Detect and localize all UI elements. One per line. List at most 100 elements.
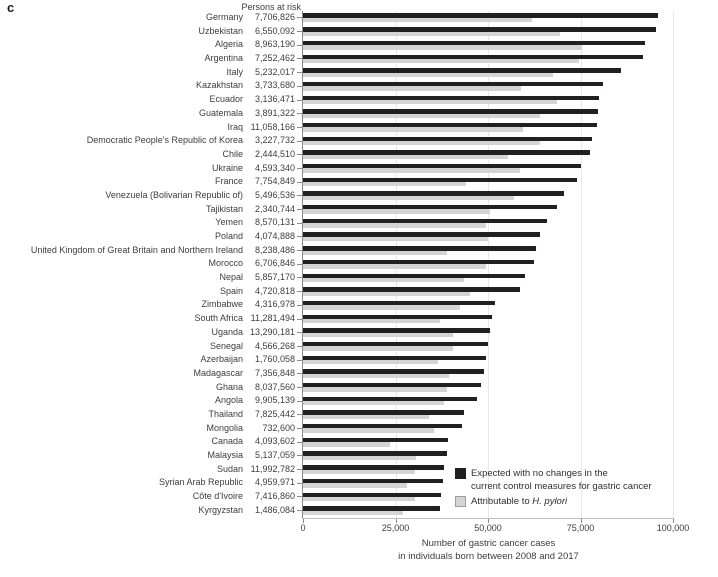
bar-group [303,38,718,52]
persons-at-risk-value: 6,706,846 [254,258,295,269]
y-axis-tick [295,148,303,162]
country-label: Azerbaijan [200,354,243,365]
bar-expected [303,177,577,183]
bar-group [303,230,718,244]
x-axis-label-line2: in individuals born between 2008 and 201… [398,551,579,562]
country-label: Chile [222,148,243,159]
persons-at-risk-value: 8,570,131 [254,217,295,228]
bar-expected [303,205,557,210]
gridline [488,11,489,518]
bar-expected [303,273,525,278]
persons-at-risk-value: 8,963,190 [254,39,295,50]
y-axis-tick [295,381,303,395]
y-axis-tick [295,476,303,490]
bar-expected [303,287,520,292]
bar-group [303,148,718,162]
y-axis-tick [295,189,303,203]
y-axis-tick [295,134,303,148]
bar-group [303,435,718,449]
x-axis-tick [488,519,489,523]
bar-attributable [303,264,487,269]
x-axis-tick-label: 50,000 [474,523,502,533]
country-row: Poland 4,074,888 [0,230,718,244]
country-label: Iraq [227,121,243,132]
bar-attributable [303,442,390,447]
y-axis-tick [295,216,303,230]
country-label: Poland [214,231,243,241]
y-axis-tick [295,52,303,66]
persons-at-risk-value: 4,566,268 [254,340,295,351]
bar-attributable [303,428,435,433]
y-axis-tick [295,93,303,107]
bar-expected [303,122,598,128]
country-row: France 7,754,849 [0,175,718,189]
bar-group [303,449,718,463]
bar-expected [303,218,548,224]
bar-group [303,476,718,490]
bar-attributable [303,209,490,214]
persons-at-risk-value: 13,290,181 [249,326,295,337]
bar-expected [303,396,477,402]
bar-expected [303,95,599,100]
y-axis-tick [295,175,303,189]
bar-expected [303,369,485,374]
bar-attributable [303,305,461,310]
country-label: Kyrgyzstan [198,504,243,515]
chart-rows: Germany 7,706,826 Uzbekistan 6,550,092 Alger… [0,11,718,518]
x-axis-tick [395,519,397,523]
x-axis-tick-label: 100,000 [656,523,690,533]
country-row: Uzbekistan 6,550,092 [0,25,718,39]
bar-attributable [303,45,583,50]
persons-at-risk-value: 5,496,536 [254,189,295,200]
bar-expected [303,355,487,361]
country-row: Algeria 8,963,190 [0,38,718,52]
country-label: Argentina [204,53,243,64]
persons-at-risk-value: 2,444,510 [254,148,295,159]
x-axis-label-line1: Number of gastric cancer cases [421,538,556,549]
country-row: Yemen 8,570,131 [0,216,718,230]
persons-at-risk-value: 732,600 [262,422,295,433]
country-row: Ukraine 4,593,340 [0,162,718,176]
bar-attributable [303,127,524,132]
bar-attributable [303,236,488,242]
persons-at-risk-value: 7,252,462 [254,53,295,64]
bar-group [303,216,718,230]
country-label: Canada [211,436,243,447]
country-label: Ghana [215,381,243,392]
country-row: Kyrgyzstan 1,486,084 [0,504,718,518]
country-row: Senegal 4,566,268 [0,340,718,354]
legend: Expected with no changes in the current … [455,467,652,508]
bar-attributable [303,86,522,91]
country-label: Uzbekistan [198,25,243,36]
country-label: Guatemala [198,107,243,118]
country-row: Uganda 13,290,181 [0,326,718,340]
bar-expected [303,246,537,251]
country-row: South Africa 11,281,494 [0,312,718,326]
bar-attributable [303,318,440,324]
bar-group [303,244,718,258]
y-axis-tick [295,257,303,271]
country-row: Morocco 6,706,846 [0,257,718,271]
country-row: Tajikistan 2,340,744 [0,203,718,217]
y-axis-tick [295,326,303,340]
persons-at-risk-header: Persons at risk [241,2,301,12]
y-axis-tick [295,244,303,258]
y-axis-tick [295,38,303,52]
bar-attributable [303,277,464,283]
x-axis-label: Number of gastric cancer cases in indivi… [303,537,674,563]
country-row: Sudan 11,992,782 [0,463,718,477]
country-row: United Kingdom of Great Britain and Nort… [0,244,718,258]
bar-group [303,490,718,504]
persons-at-risk-value: 6,550,092 [254,25,295,36]
country-label: Uganda [211,326,243,337]
bar-attributable [303,483,407,488]
bar-expected [303,109,599,114]
x-axis-tick-label: 0 [300,523,306,533]
y-axis-tick [295,463,303,477]
legend-label-expected: Expected with no changes in the current … [471,468,652,492]
country-label: Syrian Arab Republic [158,477,243,488]
bar-attributable [303,154,509,160]
bar-attributable [303,99,557,105]
y-axis-tick [295,449,303,463]
